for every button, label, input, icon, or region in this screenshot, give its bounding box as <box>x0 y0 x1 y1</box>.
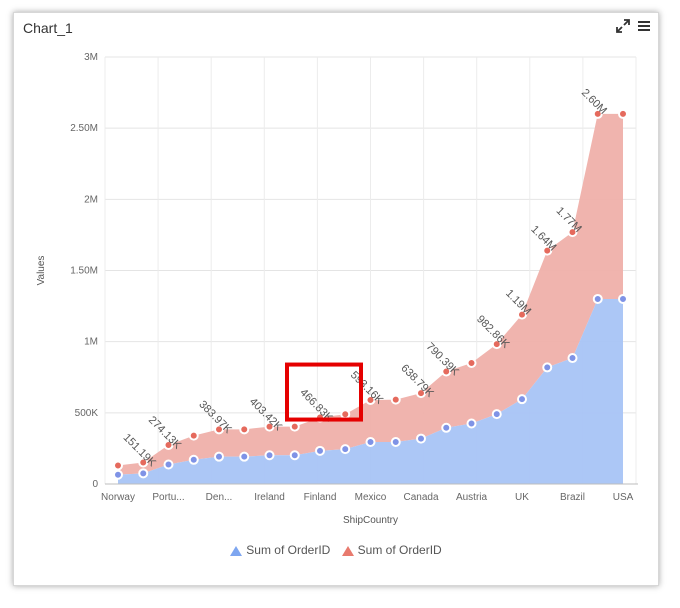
legend-marker-icon <box>230 545 243 556</box>
series-1-point <box>592 293 603 304</box>
series-1-point <box>239 451 250 462</box>
series-1-point <box>567 353 578 364</box>
series-1-point <box>340 444 351 455</box>
y-tick-label: 1M <box>84 337 98 348</box>
y-tick-label: 0 <box>92 479 98 490</box>
series-1-point <box>315 445 325 456</box>
expand-icon[interactable] <box>616 19 630 33</box>
y-tick-label: 2M <box>84 194 98 205</box>
series-2-point <box>618 108 628 119</box>
series-1-point <box>163 459 174 470</box>
series-1-point <box>138 468 149 479</box>
legend-item-series-2[interactable]: Sum of OrderID <box>341 543 442 557</box>
series-1-point <box>491 409 502 420</box>
x-tick-label: Portu... <box>152 492 184 503</box>
y-tick-label: 1.50M <box>70 266 98 277</box>
series-1-point <box>289 450 300 461</box>
series-1-point <box>113 469 123 480</box>
series-2-point <box>113 460 123 471</box>
series-2-point <box>542 245 553 256</box>
chart-title: Chart_1 <box>23 20 73 36</box>
series-2-point <box>365 395 376 406</box>
series-2-point <box>214 424 224 435</box>
series-2-point <box>466 358 477 369</box>
series-1-point <box>214 451 224 462</box>
legend-label: Sum of OrderID <box>357 543 442 557</box>
series-2-point <box>239 424 250 435</box>
series-1-point <box>365 437 376 448</box>
series-1-point <box>441 422 452 433</box>
x-axis-title: ShipCountry <box>343 515 398 526</box>
series-2-point <box>289 421 300 432</box>
legend-label: Sum of OrderID <box>246 543 331 557</box>
x-tick-label: Den... <box>206 492 233 503</box>
x-tick-label: UK <box>515 492 529 503</box>
series-1-point <box>188 454 199 465</box>
y-tick-label: 2.50M <box>70 123 98 134</box>
x-tick-label: Brazil <box>560 492 585 503</box>
x-tick-label: Austria <box>456 492 488 503</box>
x-tick-label: USA <box>613 492 634 503</box>
x-tick-label: Norway <box>101 492 135 503</box>
series-2-area <box>118 113 623 475</box>
series-2-point <box>138 457 149 468</box>
series-2-point <box>517 309 527 320</box>
series-1-point <box>542 362 553 373</box>
series-2-point <box>416 388 426 399</box>
y-tick-label: 3M <box>84 52 98 63</box>
series-2-point <box>390 394 401 405</box>
x-tick-label: Finland <box>304 492 337 503</box>
series-2-point <box>491 339 502 350</box>
legend: Sum of OrderID Sum of OrderID <box>14 543 658 557</box>
series-1-point <box>390 437 401 448</box>
series-1-point <box>466 418 477 429</box>
x-tick-label: Mexico <box>355 492 387 503</box>
legend-marker-icon <box>341 545 354 556</box>
x-tick-label: Canada <box>403 492 438 503</box>
series-1-point <box>264 450 275 461</box>
hamburger-menu-icon[interactable] <box>637 19 651 33</box>
series-2-point <box>264 421 275 432</box>
x-tick-label: Ireland <box>254 492 285 503</box>
series-1-point <box>517 394 527 405</box>
series-2-point <box>592 108 603 119</box>
series-2-point <box>163 439 174 450</box>
series-2-point <box>340 409 351 420</box>
series-2-point <box>188 430 199 441</box>
series-2-point <box>567 227 578 238</box>
legend-item-series-1[interactable]: Sum of OrderID <box>230 543 330 557</box>
series-1-area <box>118 298 623 484</box>
y-tick-label: 500K <box>75 408 99 419</box>
series-2-point <box>441 366 452 377</box>
y-axis-title: Values <box>36 256 47 286</box>
series-1-point <box>416 433 426 444</box>
chart-widget: Chart_1 0 500K 1M 1.50M 2M 2.50M 3M 151.19K 274.… <box>13 12 659 586</box>
series-1-point <box>618 293 628 304</box>
highlight-box <box>285 362 363 422</box>
